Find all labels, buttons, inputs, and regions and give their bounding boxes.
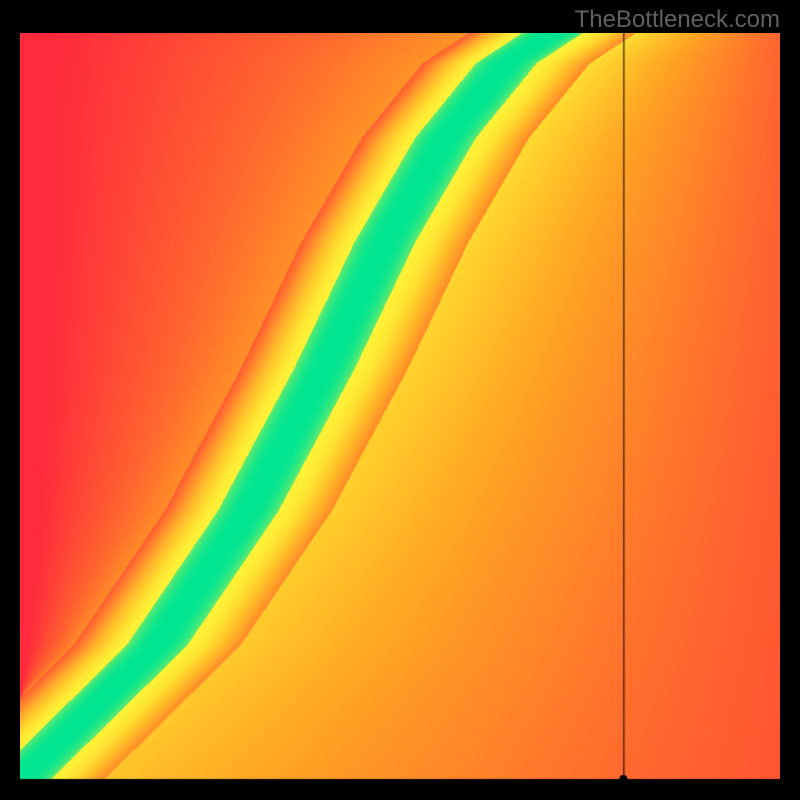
watermark-text: TheBottleneck.com <box>575 6 780 34</box>
heatmap-canvas <box>20 33 780 780</box>
chart-container: TheBottleneck.com <box>0 0 800 800</box>
